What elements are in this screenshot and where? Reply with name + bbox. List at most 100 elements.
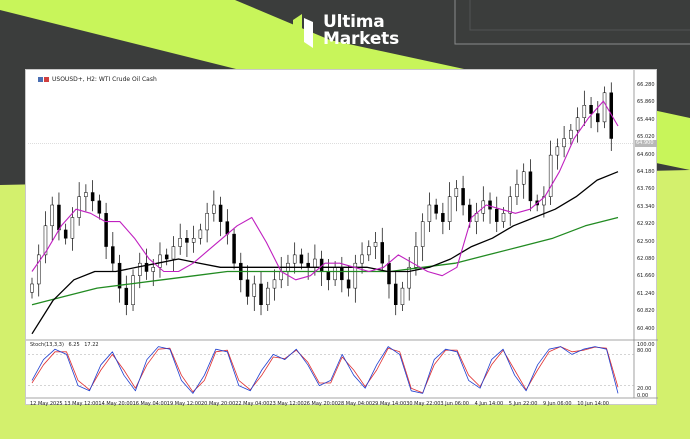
candle-body: [36, 254, 41, 285]
candle-body: [454, 188, 459, 197]
candle-body: [50, 204, 54, 227]
candle-body: [84, 192, 88, 197]
price-axis-tick: 60.820: [637, 308, 655, 315]
time-axis-tick: 26 May 20:00: [303, 401, 338, 407]
stochastic-name: Stoch(13,3,3): [30, 342, 64, 348]
candle-body: [178, 238, 182, 247]
price-axis-tick: 62.920: [637, 221, 655, 228]
price-chart[interactable]: [26, 70, 658, 406]
candle-body: [198, 229, 203, 239]
candle-body: [346, 279, 351, 289]
candle-body: [43, 225, 48, 256]
symbol-text: USOUSD+, H2: WTI Crude Oil Cash: [52, 76, 157, 83]
time-axis-tick: 16 May 04:00: [132, 401, 167, 407]
price-axis-tick: 61.660: [637, 273, 655, 280]
time-axis-tick: 19 May 12:00: [166, 401, 202, 407]
candle-body: [400, 287, 405, 305]
candle-body: [138, 262, 142, 276]
stochastic-header: Stoch(13,3,3) 6.25 17.22: [30, 342, 102, 348]
candle-body: [158, 254, 162, 268]
candle-body: [245, 279, 250, 297]
stoch-axis-tick: 0.00: [637, 393, 649, 399]
candle-body: [387, 262, 391, 285]
candle-body: [232, 233, 236, 264]
time-axis-tick: 5 Jun 22:00: [508, 401, 538, 407]
price-axis-tick: 63.760: [637, 186, 655, 193]
candle-body: [117, 262, 122, 289]
candle-body: [609, 92, 614, 139]
candle-body: [393, 283, 398, 305]
candle-body: [441, 213, 445, 222]
candle-body: [272, 279, 277, 289]
candle-body: [313, 258, 317, 268]
ma-fast-line: [31, 100, 619, 281]
ma-mid-line: [31, 171, 619, 335]
price-axis-tick: 64.600: [637, 151, 655, 158]
candle-body: [447, 196, 452, 222]
price-axis-tick: 66.280: [637, 82, 655, 88]
candle-body: [414, 246, 418, 268]
stochastic-value1: 6.25: [68, 342, 80, 348]
price-axis-tick: 65.020: [637, 134, 655, 141]
candle-body: [420, 221, 425, 247]
time-axis-tick: 4 Jun 14:00: [474, 401, 504, 407]
candle-body: [488, 200, 492, 210]
time-axis-tick: 29 May 14:00: [372, 401, 407, 407]
chart-window[interactable]: USOUSD+, H2: WTI Crude Oil Cash 64.900 S…: [25, 69, 658, 407]
time-axis-tick: 13 May 12:00: [64, 401, 99, 407]
stoch-axis-tick: 100.00: [637, 342, 655, 348]
current-price-label: 64.900: [635, 140, 657, 147]
candle-body: [434, 204, 438, 214]
candle-body: [461, 188, 465, 206]
candle-body: [373, 242, 378, 247]
stoch-signal-line: [31, 346, 619, 394]
candle-body: [589, 105, 593, 114]
candle-body: [225, 221, 230, 235]
time-axis-tick: 22 May 04:00: [235, 401, 270, 407]
candle-body: [501, 213, 506, 222]
price-axis-tick: 65.860: [637, 99, 655, 106]
time-axis-tick: 23 May 12:00: [269, 401, 304, 407]
ma-slow-line: [31, 216, 619, 306]
candle-body: [185, 238, 189, 243]
price-axis-tick: 64.180: [637, 169, 655, 175]
candle-body: [218, 204, 223, 222]
brand-name-line2: Markets: [323, 29, 399, 49]
price-axis-tick: 65.440: [637, 116, 655, 123]
price-axis-tick: 63.340: [637, 203, 655, 210]
brand-name-line1: Ultima: [323, 12, 385, 32]
candle-body: [164, 254, 169, 260]
chart-type-icon: [38, 77, 43, 82]
candle-body: [97, 200, 102, 214]
candle-body: [562, 138, 566, 148]
candle-body: [353, 262, 358, 289]
candle-body: [265, 287, 270, 305]
candle-body: [259, 283, 263, 305]
price-axis-tick: 62.080: [637, 256, 655, 262]
candle-body: [191, 238, 196, 243]
candle-body: [367, 246, 371, 256]
candle-body: [333, 267, 337, 281]
candle-body: [521, 171, 526, 185]
candle-body: [124, 287, 129, 305]
candle-body: [299, 254, 304, 264]
chart-symbol-icon: [44, 77, 49, 82]
candle-body: [596, 113, 600, 123]
candle-body: [326, 271, 331, 281]
candle-body: [171, 246, 176, 260]
candle-body: [205, 213, 209, 231]
price-axis-tick: 60.400: [637, 325, 655, 332]
stoch-main-line: [31, 346, 619, 394]
brand-logo: Ultima Markets: [293, 14, 399, 48]
stoch-axis-tick: 80.00: [637, 348, 652, 354]
candle-body: [131, 275, 135, 305]
candle-body: [575, 117, 580, 131]
chart-symbol-header: USOUSD+, H2: WTI Crude Oil Cash: [38, 76, 157, 83]
candle-body: [515, 183, 519, 197]
time-axis-tick: 20 May 20:00: [201, 401, 236, 407]
candle-body: [151, 267, 155, 272]
candle-body: [212, 204, 216, 214]
candle-body: [427, 204, 432, 222]
candle-body: [508, 196, 512, 214]
candle-body: [57, 204, 61, 231]
